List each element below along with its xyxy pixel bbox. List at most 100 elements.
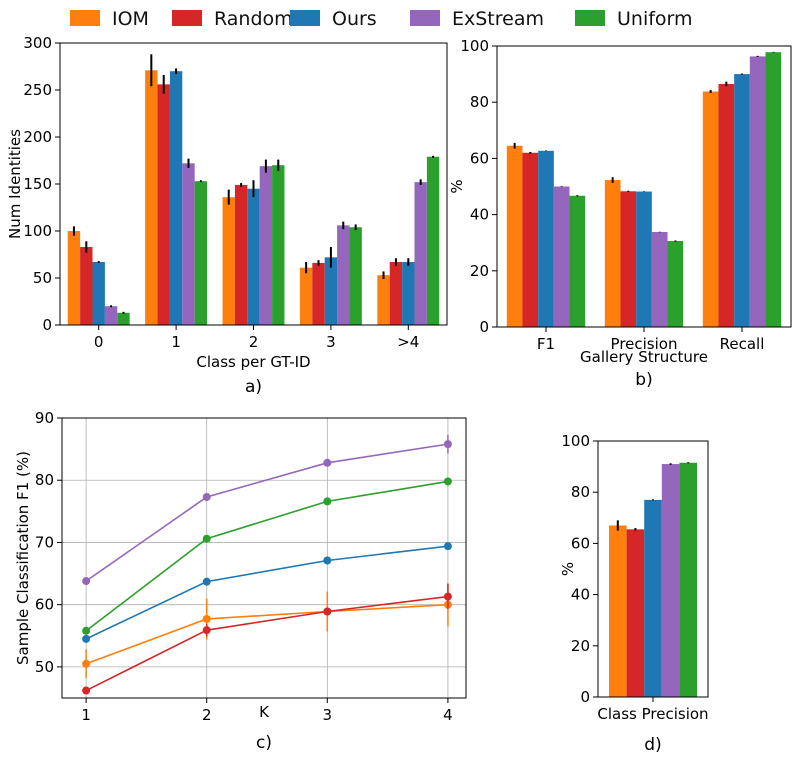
data-point: [323, 497, 332, 506]
legend-label-iom: IOM: [112, 8, 149, 30]
bar: [145, 70, 158, 325]
bar: [569, 195, 586, 327]
data-point: [82, 659, 91, 668]
y-tick-label: 40: [470, 206, 489, 224]
chart-1: F1 Precision Recall 0 20 40 60 80 100 Gallery Str…: [448, 37, 792, 390]
legend-label-ours: Ours: [332, 8, 377, 30]
x-tick-label: 2: [249, 333, 259, 351]
bar: [104, 306, 118, 325]
data-point: [82, 686, 91, 695]
y-axis-label: Num Identities: [6, 129, 24, 239]
x-tick-label: 2: [202, 706, 212, 724]
plot-frame: [496, 45, 792, 328]
x-tick-label: 3: [323, 706, 333, 724]
y-tick-label: 300: [23, 34, 52, 52]
data-point: [323, 556, 332, 565]
series-line: [85, 545, 449, 640]
series-ours: [644, 499, 662, 697]
bar: [222, 197, 235, 325]
series-random: [82, 584, 452, 695]
bar: [644, 499, 662, 697]
y-tick-label: 150: [23, 175, 52, 193]
legend-swatch-exstream: [410, 10, 440, 26]
data-point: [443, 477, 452, 486]
series-iom: [609, 520, 627, 697]
bar: [604, 180, 621, 327]
chart-0: 0 1 2 3 >4 0 50 100 150 200 250 300 Class per GT-ID N…: [6, 34, 448, 397]
y-tick-label: 60: [470, 149, 489, 167]
y-tick-label: 0: [479, 318, 489, 336]
data-point: [443, 440, 452, 449]
legend-swatch-uniform: [575, 10, 605, 26]
x-axis-label: Class Precision: [597, 705, 708, 723]
panel-label: c): [256, 733, 272, 753]
bar: [414, 182, 427, 325]
bar: [157, 84, 170, 325]
y-tick-label: 40: [571, 586, 590, 604]
bar: [702, 91, 719, 327]
bar: [651, 232, 668, 327]
series-uniform: [569, 51, 782, 327]
series-exstream: [661, 463, 680, 697]
bar: [389, 262, 403, 325]
x-axis-label: Gallery Structure: [580, 348, 708, 366]
bar: [749, 56, 766, 327]
bar: [553, 186, 570, 327]
y-tick-label: 0: [42, 316, 52, 334]
y-tick-label: 100: [23, 222, 52, 240]
bar: [117, 312, 130, 325]
y-tick-label: 100: [460, 37, 489, 55]
legend-label-uniform: Uniform: [617, 8, 693, 30]
y-tick-label: 100: [561, 432, 590, 450]
series-exstream: [82, 434, 452, 586]
legend-swatch-random: [172, 10, 202, 26]
y-tick-label: 250: [23, 81, 52, 99]
bar: [169, 71, 183, 325]
data-point: [82, 626, 91, 635]
bar: [337, 225, 350, 325]
panel-label: b): [635, 370, 652, 390]
bar: [80, 246, 93, 325]
chart-2: 1 2 3 4 50 60 70 80 90 K Sample Classification F1 …: [14, 409, 467, 753]
y-axis-label: %: [448, 179, 466, 193]
data-point: [82, 577, 91, 586]
bar: [377, 275, 390, 325]
x-tick-label: Precision: [611, 335, 678, 353]
x-tick-label: 0: [94, 333, 104, 351]
plot-frame: [61, 417, 467, 699]
x-tick-label: 1: [81, 706, 91, 724]
data-point: [202, 626, 211, 635]
bar: [636, 191, 652, 327]
y-tick-label: 200: [23, 128, 52, 146]
bar: [324, 257, 338, 325]
data-point: [202, 577, 211, 586]
y-tick-label: 90: [35, 409, 54, 427]
data-point: [323, 458, 332, 467]
series-exstream: [553, 55, 766, 327]
data-point: [202, 493, 211, 502]
x-tick-label: F1: [537, 335, 555, 353]
y-tick-label: 50: [33, 269, 52, 287]
data-point: [202, 614, 211, 623]
bar: [272, 165, 285, 325]
series-ours: [82, 542, 452, 643]
bar: [349, 227, 362, 325]
y-tick-label: 20: [571, 637, 590, 655]
series-uniform: [679, 462, 697, 697]
series-uniform: [117, 155, 440, 325]
plot-frame: [59, 42, 448, 326]
series-ours: [92, 68, 415, 325]
series-random: [80, 74, 403, 325]
y-axis-label: %: [559, 562, 577, 576]
bar: [67, 231, 81, 325]
series-iom: [506, 90, 719, 327]
bar: [661, 464, 680, 697]
bar: [426, 156, 440, 325]
x-tick-label: Recall: [720, 335, 765, 353]
series-uniform: [82, 477, 452, 635]
bar: [734, 74, 750, 327]
panel-label: a): [245, 377, 262, 397]
bar: [626, 529, 645, 697]
data-point: [82, 634, 91, 643]
bar: [718, 83, 735, 327]
